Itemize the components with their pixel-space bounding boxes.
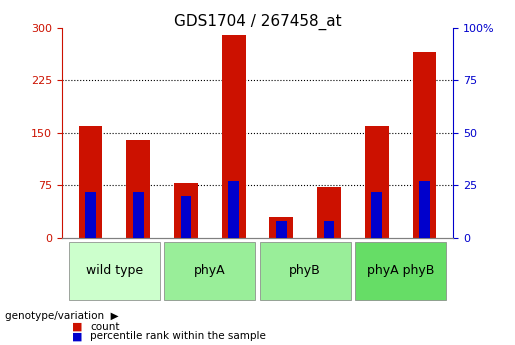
Bar (228, 181, 239, 238)
Bar (133, 191, 144, 238)
Text: ■: ■ (72, 332, 82, 341)
Bar (419, 181, 430, 238)
FancyBboxPatch shape (355, 243, 446, 300)
Text: GDS1704 / 267458_at: GDS1704 / 267458_at (174, 14, 341, 30)
Bar (371, 191, 382, 238)
Text: phyA phyB: phyA phyB (367, 264, 434, 277)
FancyBboxPatch shape (164, 243, 255, 300)
Bar (365, 126, 389, 238)
Bar (269, 217, 294, 238)
Text: count: count (90, 322, 119, 332)
Text: phyA: phyA (194, 264, 226, 277)
Text: percentile rank within the sample: percentile rank within the sample (90, 332, 266, 341)
Bar (221, 34, 246, 238)
Bar (174, 183, 198, 238)
Bar (181, 196, 191, 238)
Bar (78, 126, 102, 238)
Text: genotype/variation  ▶: genotype/variation ▶ (5, 311, 119, 321)
Bar (126, 140, 150, 238)
FancyBboxPatch shape (69, 243, 160, 300)
Text: wild type: wild type (85, 264, 143, 277)
Bar (413, 52, 437, 238)
FancyBboxPatch shape (260, 243, 351, 300)
Bar (85, 191, 96, 238)
Bar (317, 187, 341, 238)
Text: phyB: phyB (289, 264, 321, 277)
Bar (324, 221, 334, 238)
Text: ■: ■ (72, 322, 82, 332)
Bar (276, 221, 287, 238)
